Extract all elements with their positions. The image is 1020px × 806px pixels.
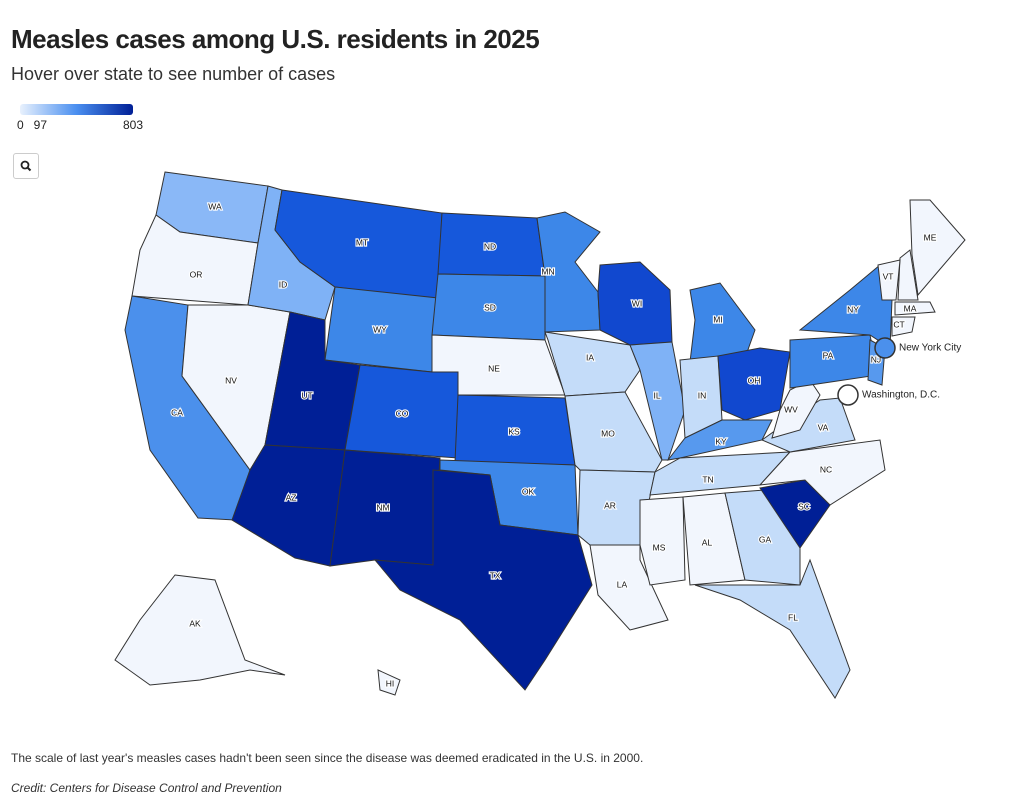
state-label: SD — [484, 302, 496, 312]
search-button[interactable] — [13, 153, 39, 179]
state-label: AR — [604, 500, 616, 510]
city-marker[interactable] — [874, 337, 896, 359]
legend-bar — [20, 104, 133, 115]
title: Measles cases among U.S. residents in 20… — [11, 24, 540, 54]
city-marker[interactable] — [837, 384, 859, 406]
state-label: WA — [208, 201, 222, 211]
state-label: NC — [820, 464, 832, 474]
state-label: MT — [356, 237, 368, 247]
state-label: IA — [586, 352, 594, 362]
state-label: WY — [373, 324, 387, 334]
state-label: ID — [279, 279, 288, 289]
state[interactable] — [894, 301, 936, 316]
state-label: TN — [702, 474, 713, 484]
credit: Credit: Centers for Disease Control and … — [11, 781, 282, 795]
state-label: IN — [698, 390, 707, 400]
state-label: WV — [784, 404, 798, 414]
state[interactable] — [891, 316, 916, 337]
state-label: AZ — [286, 492, 297, 502]
state-label: MN — [541, 266, 554, 276]
state-label: NM — [376, 502, 389, 512]
state[interactable] — [798, 264, 893, 349]
state-label: KY — [715, 436, 727, 446]
state-label: WI — [632, 298, 642, 308]
state-label: NE — [488, 363, 500, 373]
state-label: CA — [171, 407, 183, 417]
legend-tick-label: 0 — [17, 118, 24, 132]
state-label: VT — [883, 271, 894, 281]
city-label: New York City — [899, 343, 961, 354]
state[interactable] — [373, 469, 593, 691]
state[interactable] — [694, 558, 851, 699]
state[interactable] — [877, 259, 901, 301]
state-label: GA — [759, 534, 772, 544]
state-label: AK — [189, 618, 201, 628]
map: 0 97 803 WA OR CA NV ID MT WY UT AZ CO NM ND SD NE KS OK TX… — [17, 104, 966, 699]
state-label: CT — [893, 319, 904, 329]
state-label: PA — [823, 350, 834, 360]
state[interactable] — [639, 496, 686, 586]
state-label: ND — [484, 241, 496, 251]
state-label: OH — [748, 375, 761, 385]
state[interactable] — [377, 669, 401, 696]
state-label: SC — [798, 501, 810, 511]
state-label: UT — [301, 390, 312, 400]
state-label: NV — [225, 375, 237, 385]
state-label: TX — [490, 570, 501, 580]
state-label: VA — [818, 422, 829, 432]
state-label: ME — [924, 232, 937, 242]
state-label: AL — [702, 537, 713, 547]
state-label: MI — [713, 314, 722, 324]
state-label: HI — [386, 678, 395, 688]
legend-tick-label: 803 — [123, 118, 143, 132]
state-label: MA — [904, 303, 917, 313]
footnote: The scale of last year's measles cases h… — [11, 751, 644, 765]
state[interactable] — [909, 199, 966, 297]
state-label: FL — [788, 612, 798, 622]
state-label: MO — [601, 428, 615, 438]
state-label: OK — [522, 486, 535, 496]
state[interactable] — [789, 334, 879, 389]
state-label: CO — [396, 408, 409, 418]
state-label: KS — [508, 426, 520, 436]
state[interactable] — [114, 574, 286, 686]
state-label: IL — [653, 390, 660, 400]
state-label: NY — [847, 304, 859, 314]
state[interactable] — [666, 419, 773, 461]
state-label: OR — [190, 269, 203, 279]
search-icon — [20, 160, 32, 172]
state-shape — [897, 249, 919, 301]
state-label: LA — [617, 579, 628, 589]
city-label: Washington, D.C. — [862, 390, 940, 401]
state-label: MS — [653, 542, 666, 552]
state[interactable] — [758, 439, 886, 506]
state[interactable] — [771, 379, 821, 439]
legend-tick-label: 97 — [34, 118, 48, 132]
subtitle: Hover over state to see number of cases — [11, 64, 336, 84]
